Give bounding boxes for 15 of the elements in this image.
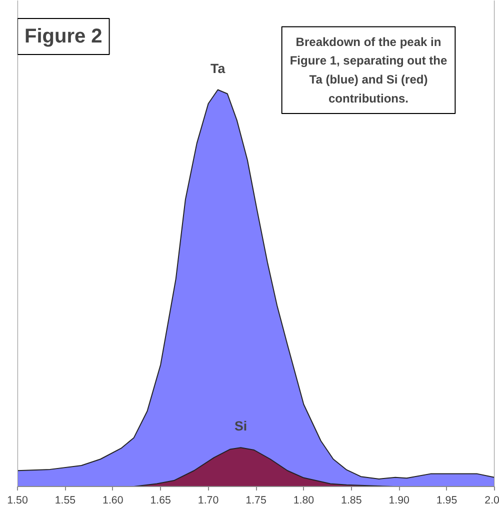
- x-tick-label: 1.85: [341, 494, 362, 506]
- series-label: Si: [234, 418, 248, 434]
- series-label: Ta: [210, 60, 226, 76]
- x-tick-label: 1.80: [293, 494, 314, 506]
- x-tick-label: 1.70: [198, 494, 219, 506]
- x-tick-label: 1.65: [150, 494, 172, 506]
- x-tick-label: 1.90: [388, 494, 410, 506]
- x-tick-label: 1.50: [7, 494, 28, 506]
- x-tick-label: 2.0: [484, 494, 499, 506]
- x-tick-label: 1.95: [436, 494, 458, 506]
- x-tick-label: 1.55: [54, 494, 76, 506]
- chart-title: Figure 2: [24, 26, 102, 48]
- annotation: Breakdown of the peak in Figure 1, separating out the Ta (blue) and Si (red) contributions.: [290, 34, 448, 106]
- x-tick-label: 1.75: [246, 494, 266, 506]
- x-tick-label: 1.60: [102, 494, 124, 506]
